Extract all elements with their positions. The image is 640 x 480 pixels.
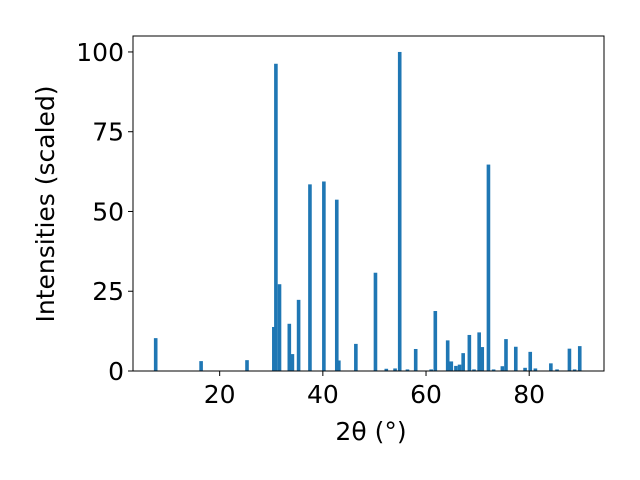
bar (277, 284, 282, 371)
bar (272, 326, 276, 371)
x-tick-label: 40 (307, 380, 339, 409)
plot-frame (132, 35, 605, 372)
y-tick-label: 100 (76, 38, 124, 67)
bar (334, 199, 339, 371)
bar (397, 51, 402, 371)
bar (296, 299, 301, 371)
bar (480, 347, 485, 371)
bar (513, 346, 518, 371)
y-tick-label: 25 (92, 277, 124, 306)
bar (577, 346, 582, 371)
bar (373, 272, 378, 371)
y-tick-label: 50 (92, 197, 124, 226)
bar (549, 363, 553, 371)
bar (433, 311, 438, 371)
y-tick-label: 75 (92, 118, 124, 147)
bar (472, 369, 476, 371)
y-axis-label: Intensities (scaled) (31, 85, 60, 322)
bar (461, 353, 465, 371)
bar (199, 361, 203, 371)
y-axis-ticks: 0 25 50 75 100 (76, 38, 133, 386)
bar (533, 368, 538, 371)
bar (567, 348, 572, 371)
bar-series (153, 51, 582, 371)
bar (405, 369, 410, 371)
bar (555, 369, 559, 371)
bar (449, 361, 454, 371)
bar (308, 184, 312, 371)
x-tick-label: 60 (410, 380, 442, 409)
bar (457, 364, 462, 371)
x-tick-label: 80 (513, 380, 545, 409)
bar (322, 181, 326, 371)
bar (504, 339, 508, 371)
bar (454, 365, 458, 371)
bar (153, 338, 158, 371)
bar (429, 369, 433, 371)
bar (337, 360, 341, 371)
bar (467, 334, 472, 371)
bar (290, 354, 295, 371)
bar (384, 368, 389, 371)
bar (523, 367, 527, 371)
bar (354, 343, 358, 371)
bar (500, 366, 505, 371)
x-axis-label: 2θ (°) (335, 417, 406, 446)
bar (491, 369, 496, 371)
bar (274, 63, 278, 371)
bar (287, 323, 292, 371)
bar (477, 332, 481, 371)
bar (245, 360, 249, 371)
x-tick-label: 20 (204, 380, 236, 409)
bar (486, 164, 491, 371)
bar (572, 369, 577, 371)
x-axis-ticks: 20 40 60 80 (204, 371, 545, 409)
bar (413, 348, 418, 371)
y-tick-label: 0 (108, 357, 124, 386)
bar (393, 368, 397, 371)
bar (528, 351, 533, 371)
bar (445, 340, 450, 371)
